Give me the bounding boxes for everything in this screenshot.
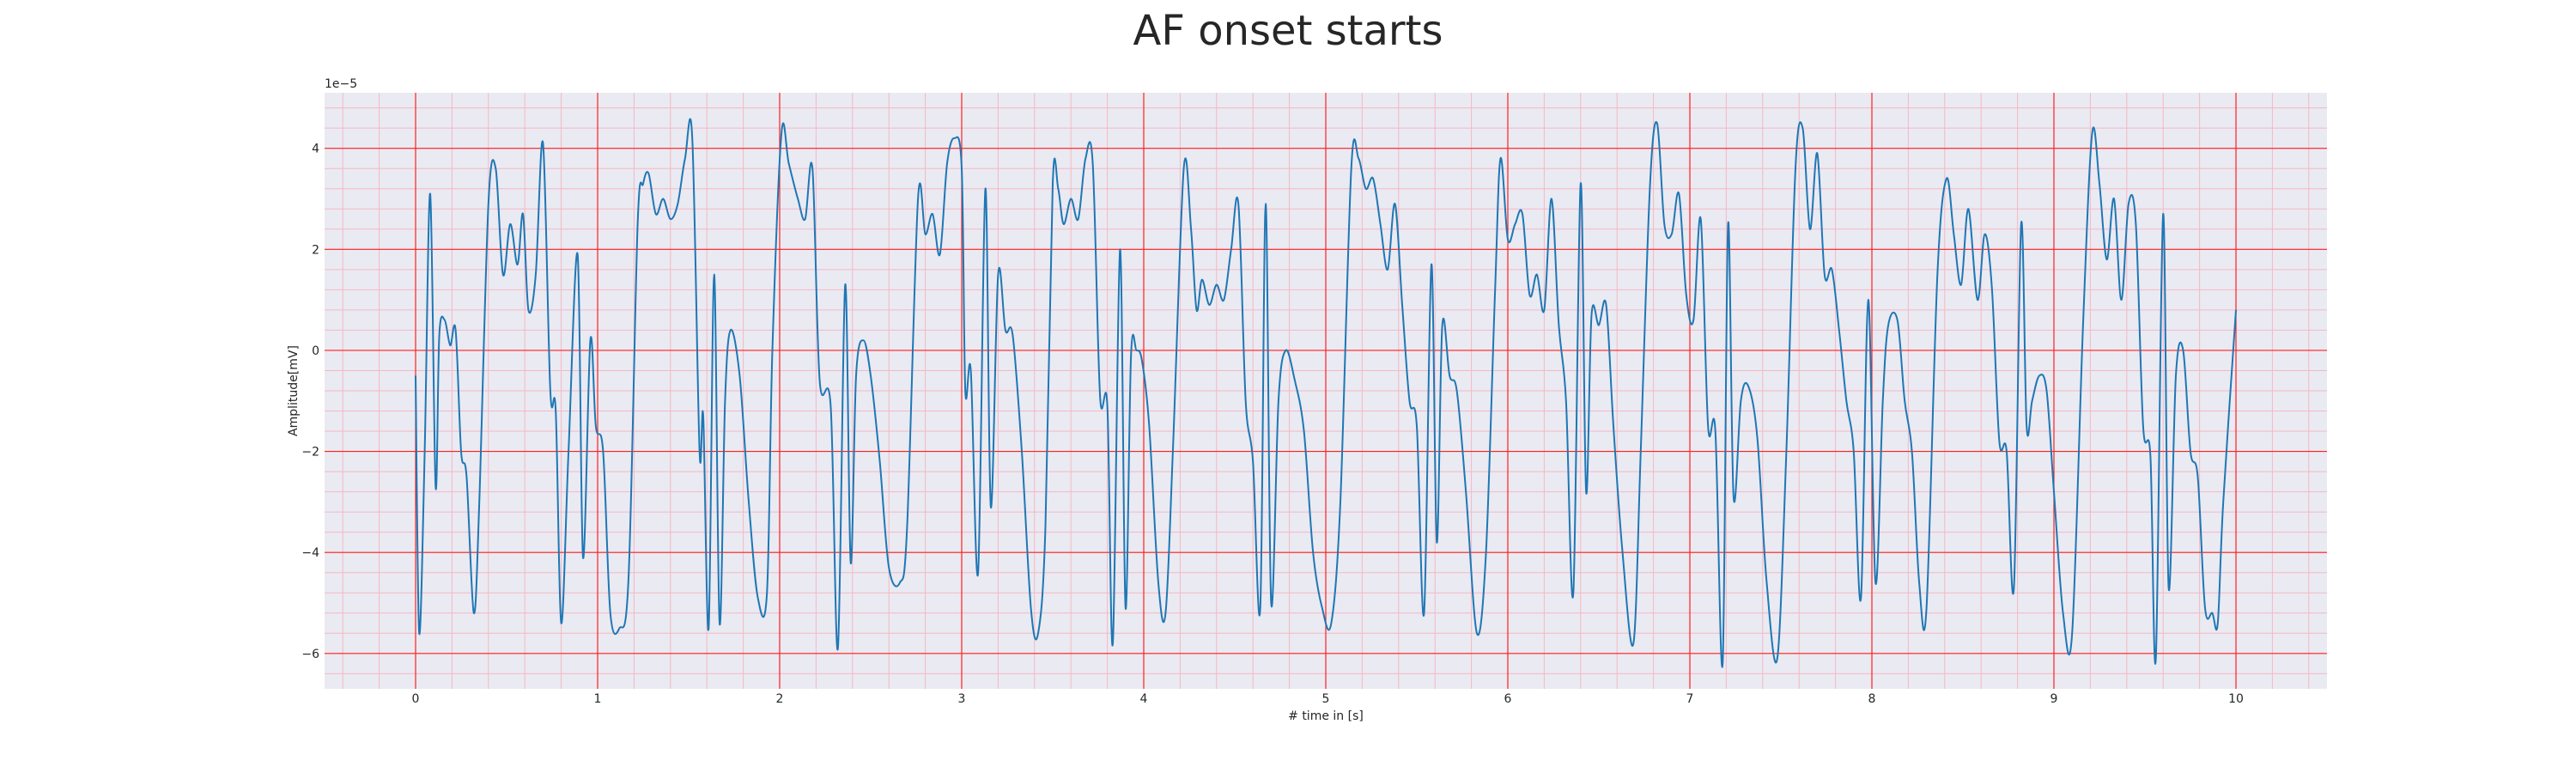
y-axis-offset-label: 1e−5: [325, 77, 357, 91]
x-tick-label: 0: [412, 692, 420, 706]
x-tick-label: 2: [776, 692, 784, 706]
x-tick-label: 6: [1504, 692, 1512, 706]
y-tick-label: 0: [312, 344, 319, 358]
x-tick-label: 4: [1140, 692, 1148, 706]
series-layer: [415, 118, 2237, 668]
y-tick-label: −2: [301, 446, 319, 460]
x-tick-label: 8: [1868, 692, 1876, 706]
y-tick-label: 2: [312, 243, 319, 257]
y-tick-label: 4: [312, 143, 319, 156]
series-line: [415, 118, 2237, 668]
x-tick-label: 7: [1686, 692, 1694, 706]
x-tick-label: 9: [2050, 692, 2058, 706]
y-axis-label: Amplitude[mV]: [287, 345, 301, 436]
y-tick-label: −6: [301, 648, 319, 661]
x-tick-label: 3: [958, 692, 966, 706]
x-tick-label: 1: [594, 692, 602, 706]
x-tick-label: 10: [2228, 692, 2244, 706]
x-axis-ticks: 0 1 2 3 4 5 6 7 8 9 10: [412, 692, 2244, 706]
x-tick-label: 5: [1322, 692, 1330, 706]
y-tick-label: −4: [301, 546, 319, 560]
chart-title: AF onset starts: [1133, 7, 1443, 55]
y-axis-ticks: −6 −4 −2 0 2 4: [301, 143, 319, 661]
x-axis-label: # time in [s]: [1288, 709, 1364, 723]
